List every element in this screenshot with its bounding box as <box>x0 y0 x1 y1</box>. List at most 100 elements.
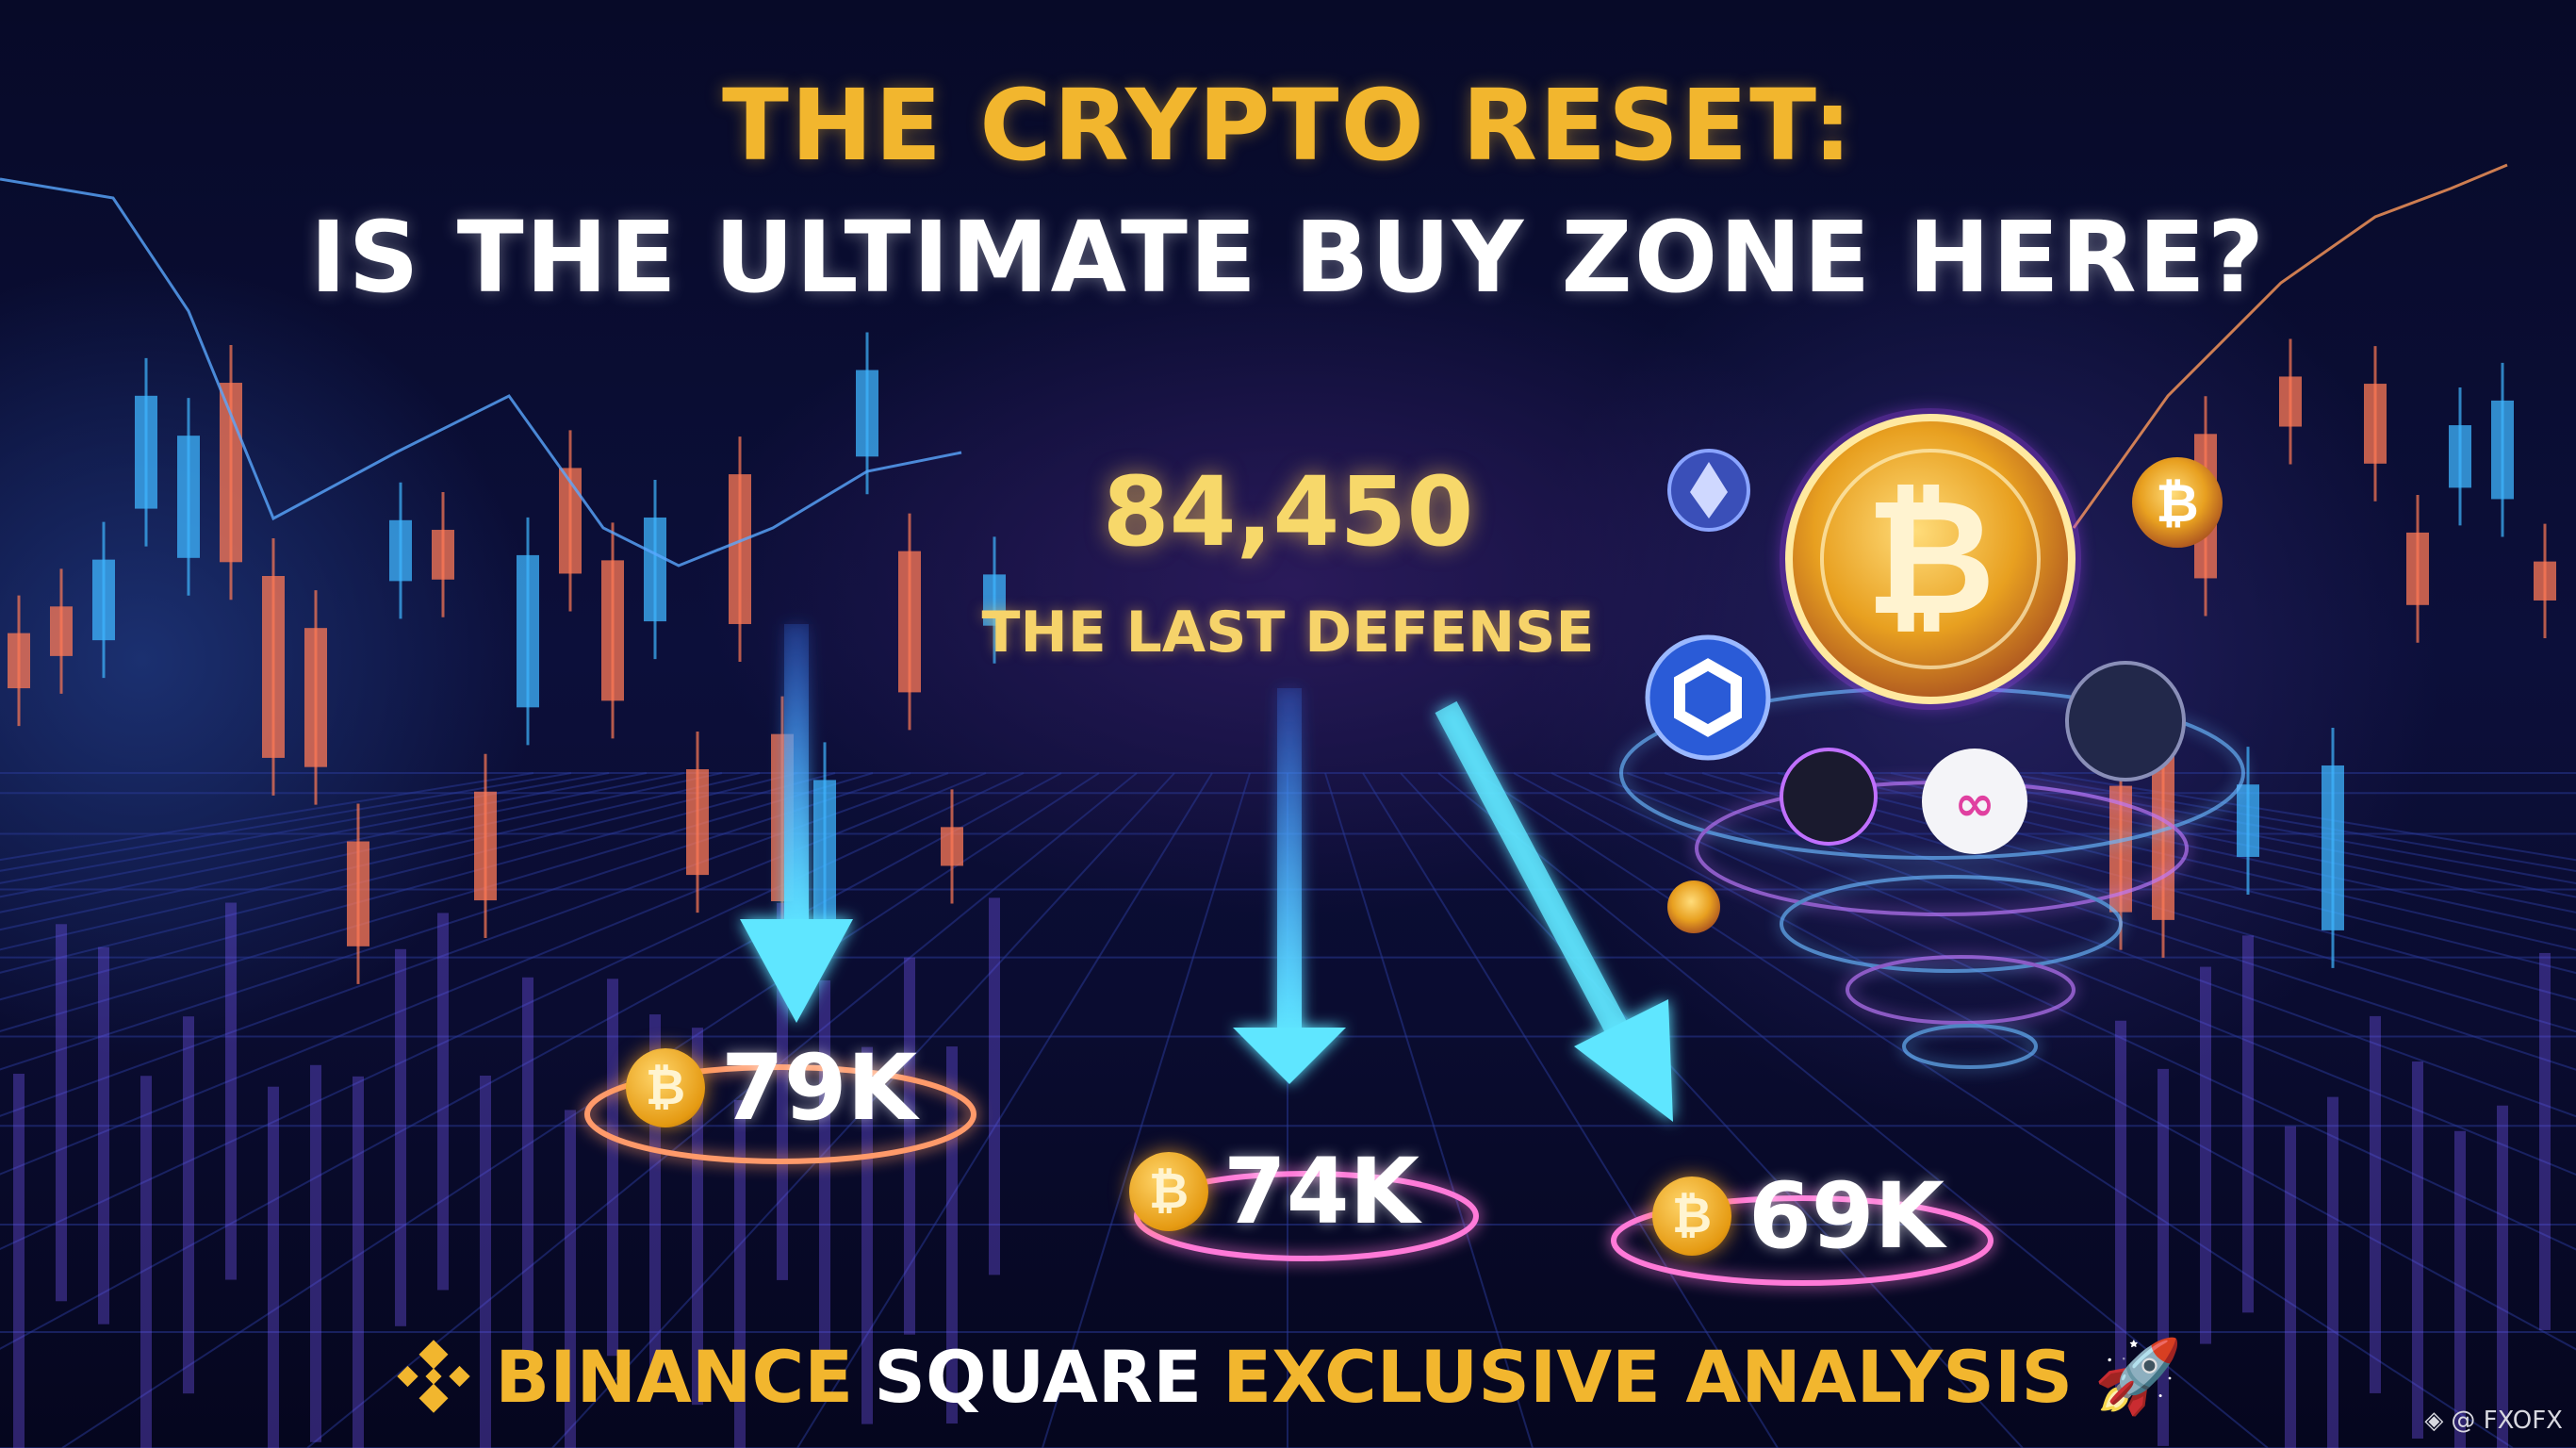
title-line-2: IS THE ULTIMATE BUY ZONE HERE? <box>309 200 2267 315</box>
grid-line <box>1701 772 2576 1033</box>
bitcoin-coin-large: ₿ <box>1780 408 2081 710</box>
key-price-level: 84,450 <box>1102 456 1474 568</box>
footer-word-square: SQUARE <box>874 1334 1203 1419</box>
candle-body <box>304 628 327 767</box>
binance-logo-icon: ◈ <box>2424 1407 2444 1435</box>
grid-line <box>1437 772 2269 1448</box>
candle-body <box>2534 561 2556 601</box>
volume-bar <box>2158 1068 2169 1446</box>
volume-bar <box>819 979 830 1358</box>
volume-bar <box>480 1075 491 1448</box>
candle-body <box>50 606 73 656</box>
grid-line <box>0 772 723 931</box>
volume-bar <box>2285 1126 2296 1448</box>
grid-line <box>1664 772 2576 1071</box>
footer-brand: BINANCE <box>495 1334 854 1419</box>
candle-body <box>474 791 497 901</box>
binance-logo-icon <box>397 1340 470 1413</box>
trend-line-left <box>0 177 962 568</box>
volume-bar <box>522 977 533 1355</box>
down-arrow <box>1233 688 1346 1084</box>
grid-line <box>0 772 987 1176</box>
grid-line <box>1852 772 2576 931</box>
rocket-icon: 🚀 <box>2093 1334 2183 1418</box>
volume-bar <box>2497 1105 2508 1448</box>
title-line-1: THE CRYPTO RESET: <box>722 68 1854 183</box>
footer-exclusive-analysis: EXCLUSIVE ANALYSIS <box>1222 1334 2074 1419</box>
grid-line <box>1588 772 2576 1176</box>
candle-body <box>941 827 963 866</box>
grid-line <box>0 772 1062 1350</box>
grid-line <box>796 772 1213 1448</box>
footer-banner: BINANCE SQUARE EXCLUSIVE ANALYSIS 🚀 <box>0 1334 2576 1419</box>
volume-bar <box>2242 935 2254 1313</box>
volume-bar <box>56 924 67 1302</box>
candle-body <box>2449 425 2471 488</box>
svg-text:∞: ∞ <box>1954 776 1994 832</box>
volume-bar <box>989 897 1000 1275</box>
bitcoin-coin-icon: ₿ <box>1129 1152 1208 1231</box>
svg-text:₿: ₿ <box>1865 465 1996 651</box>
grid-line <box>1362 772 1779 1448</box>
volume-bar <box>946 1046 958 1424</box>
grid-line <box>1324 772 1534 1448</box>
volume-bar <box>98 946 109 1325</box>
candle-body <box>177 436 200 558</box>
volume-bar <box>2412 1061 2423 1439</box>
candle-body <box>2364 384 2387 464</box>
candle-body <box>2322 765 2344 930</box>
volume-bar <box>268 1086 279 1448</box>
volume-bar <box>734 1100 746 1448</box>
candle-body <box>601 560 624 701</box>
candle-body <box>2279 376 2302 427</box>
candle-body <box>135 395 157 509</box>
grid-line <box>0 772 911 1071</box>
volume-bar <box>607 979 618 1357</box>
grid-line <box>1814 772 2576 951</box>
trend-line-right <box>2072 163 2508 529</box>
grid-line <box>1400 772 2024 1448</box>
key-level-label: THE LAST DEFENSE <box>981 600 1595 666</box>
candle-body <box>2406 532 2429 605</box>
down-arrow-diagonal <box>1435 700 1673 1122</box>
grid-line <box>1626 772 2576 1118</box>
volume-bar <box>2327 1096 2338 1448</box>
volume-bar <box>353 1076 364 1448</box>
candle-body <box>856 370 878 457</box>
target-level-74k: 74K <box>1223 1139 1419 1244</box>
altcoin-icons: ₿ ∞ <box>1645 449 2223 933</box>
down-arrow <box>740 624 853 1023</box>
volume-bar <box>13 1074 25 1448</box>
grid-line <box>0 772 685 913</box>
volume-bar <box>183 1016 194 1394</box>
candle-body <box>559 468 582 574</box>
candle-body <box>813 780 836 930</box>
volume-bar <box>2200 966 2211 1344</box>
grid-line <box>551 772 1175 1448</box>
volume-bar <box>692 1028 703 1406</box>
volume-bar <box>437 913 449 1291</box>
crypto-tornado <box>1619 686 2245 1069</box>
candlestick-decoration <box>8 332 2556 1448</box>
grid-line <box>1777 772 2576 975</box>
volume-bar <box>2115 1020 2126 1398</box>
candle-body <box>686 768 709 876</box>
volume-bar <box>2454 1130 2466 1448</box>
bitcoin-coin-icon: ₿ <box>626 1048 705 1127</box>
grid-line <box>1551 772 2576 1251</box>
target-level-79k: 79K <box>721 1035 917 1141</box>
grid-line <box>0 772 648 898</box>
candle-body <box>2491 400 2514 500</box>
grid-line <box>1890 772 2576 913</box>
grid-line <box>0 772 949 1117</box>
candle-body <box>8 633 30 689</box>
candle-body <box>729 474 751 624</box>
candle-body <box>347 841 369 946</box>
candle-body <box>517 554 539 708</box>
volume-bar <box>861 1046 873 1424</box>
grid-line <box>1042 772 1251 1448</box>
volume-bar <box>2539 952 2551 1330</box>
target-level-69k: 69K <box>1748 1163 1944 1269</box>
candle-body <box>2237 784 2259 857</box>
